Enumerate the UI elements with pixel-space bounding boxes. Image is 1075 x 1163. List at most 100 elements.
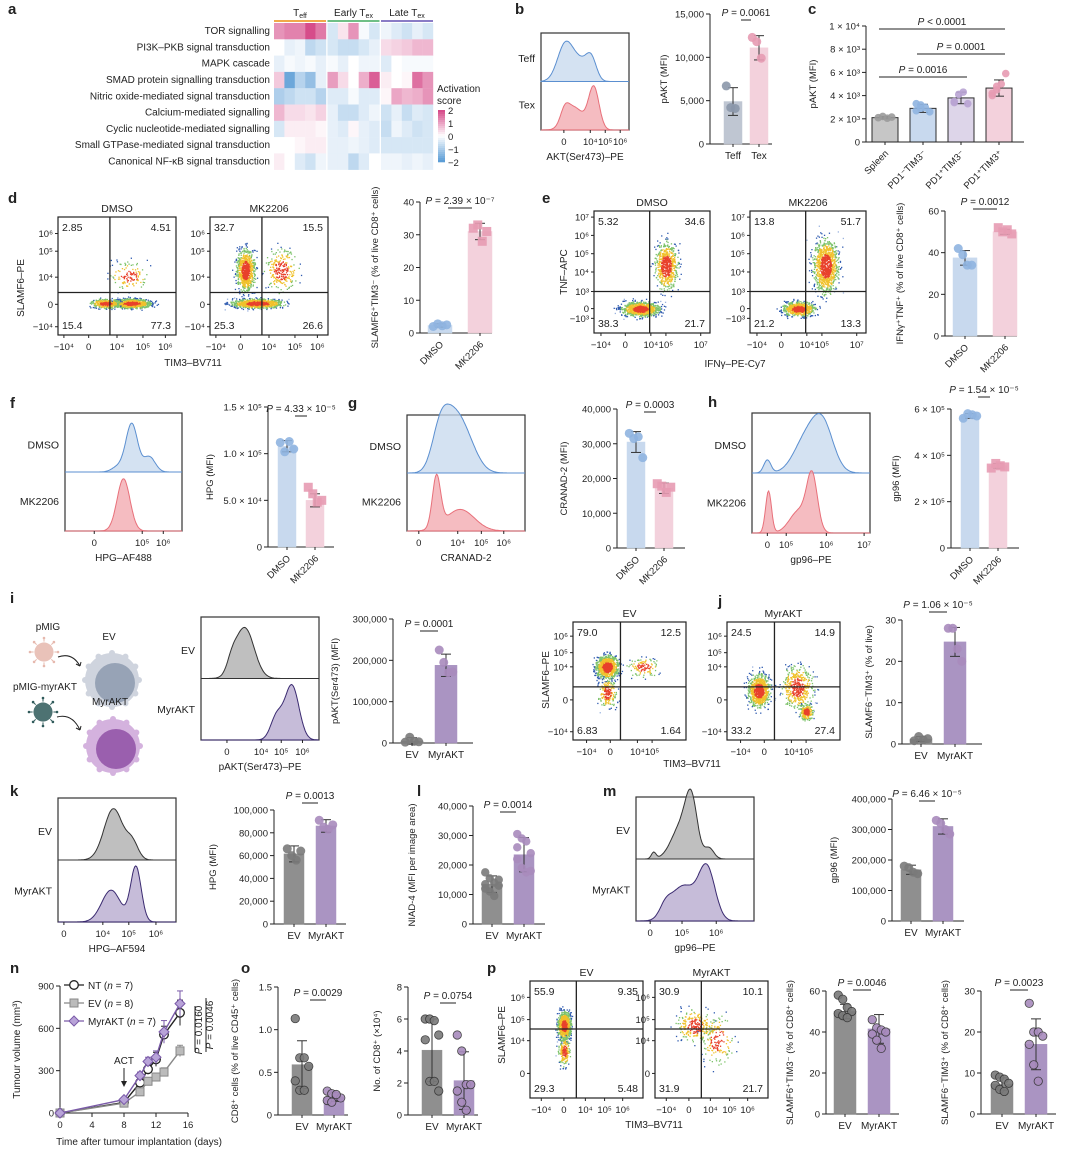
flow-event	[111, 304, 113, 306]
flow-event	[156, 304, 158, 306]
heatmap-cell	[422, 39, 434, 56]
flow-event	[92, 301, 95, 303]
flow-event	[263, 298, 265, 300]
flow-event	[275, 273, 277, 275]
flow-event	[274, 269, 276, 271]
flow-event	[242, 250, 244, 252]
flow-event	[267, 298, 269, 300]
flow-event	[677, 256, 679, 258]
legend-gradient-step	[438, 126, 445, 129]
flow-event	[644, 316, 646, 318]
flow-event	[121, 308, 124, 310]
flow-event	[249, 262, 251, 265]
flow-event	[142, 302, 144, 305]
flow-event	[93, 299, 95, 302]
flow-event	[129, 276, 131, 278]
flow-event	[668, 254, 670, 256]
flow-event	[137, 268, 139, 270]
flow-event	[239, 304, 242, 307]
flow-event	[271, 263, 273, 266]
flow-event	[239, 250, 241, 252]
flow-event	[241, 301, 244, 303]
flow-event	[290, 285, 292, 287]
flow-event	[244, 279, 246, 281]
flow-event	[291, 284, 294, 287]
flow-event	[644, 314, 646, 316]
flow-event	[670, 255, 672, 258]
data-point	[721, 81, 731, 91]
flow-event	[287, 277, 289, 279]
flow-event	[151, 300, 153, 303]
flow-event	[110, 259, 112, 262]
flow-event	[247, 279, 249, 281]
flow-event	[248, 285, 251, 287]
flow-event	[282, 270, 285, 273]
flow-event	[234, 288, 237, 291]
flow-event	[138, 302, 141, 304]
flow-event	[132, 305, 134, 307]
y-tick-label: 0	[699, 140, 704, 151]
flow-event	[267, 304, 269, 306]
flow-event	[255, 305, 257, 307]
flow-event	[259, 299, 261, 301]
flow-event	[140, 306, 142, 308]
flow-event	[250, 304, 252, 306]
flow-event	[98, 306, 100, 308]
y-tick-label: 40	[403, 198, 414, 209]
flow-event	[650, 309, 652, 311]
flow-event	[237, 257, 239, 259]
flow-event	[120, 303, 122, 305]
heatmap-cell	[327, 23, 339, 40]
flow-event	[271, 258, 273, 260]
flow-event	[654, 261, 656, 263]
flow-event	[100, 298, 102, 301]
flow-event	[634, 307, 636, 309]
flow-event	[256, 297, 258, 300]
flow-event	[627, 306, 629, 309]
data-point	[950, 97, 959, 106]
flow-event	[275, 264, 277, 266]
flow-event	[242, 264, 244, 266]
flow-event	[237, 270, 239, 272]
flow-event	[102, 300, 104, 302]
flow-event	[246, 271, 248, 273]
flow-event	[247, 288, 249, 291]
flow-event	[242, 268, 244, 270]
flow-event	[655, 268, 657, 271]
flow-event	[667, 280, 669, 282]
heatmap-cell	[337, 104, 349, 121]
data-point	[442, 320, 452, 330]
heatmap-cell	[315, 55, 327, 73]
y-tick-label: 10,000	[675, 53, 704, 64]
flow-event	[282, 307, 284, 309]
flow-event	[103, 302, 105, 304]
flow-event	[251, 254, 253, 256]
flow-event	[634, 313, 636, 315]
heatmap-cell	[274, 23, 285, 40]
heatmap-cell	[348, 23, 359, 40]
flow-event	[119, 301, 121, 303]
bar	[749, 47, 769, 145]
flow-event	[125, 303, 128, 305]
y-tick-label: 5,000	[680, 96, 704, 107]
flow-event	[240, 257, 242, 259]
flow-event	[129, 301, 131, 304]
flow-event	[119, 299, 121, 301]
flow-event	[658, 254, 660, 256]
flow-event	[289, 274, 291, 276]
heatmap-cell	[358, 120, 370, 138]
flow-event	[254, 277, 256, 280]
flow-event	[127, 304, 129, 307]
flow-event	[627, 305, 630, 307]
flow-event	[128, 301, 130, 303]
flow-event	[123, 281, 125, 283]
flow-event	[103, 299, 106, 301]
flow-event	[139, 300, 141, 303]
flow-event	[265, 301, 268, 303]
flow-event	[260, 297, 262, 299]
flow-event	[235, 302, 238, 304]
flow-event	[102, 299, 104, 301]
flow-event	[664, 249, 666, 251]
flow-event	[240, 276, 243, 278]
flow-event	[254, 302, 256, 304]
